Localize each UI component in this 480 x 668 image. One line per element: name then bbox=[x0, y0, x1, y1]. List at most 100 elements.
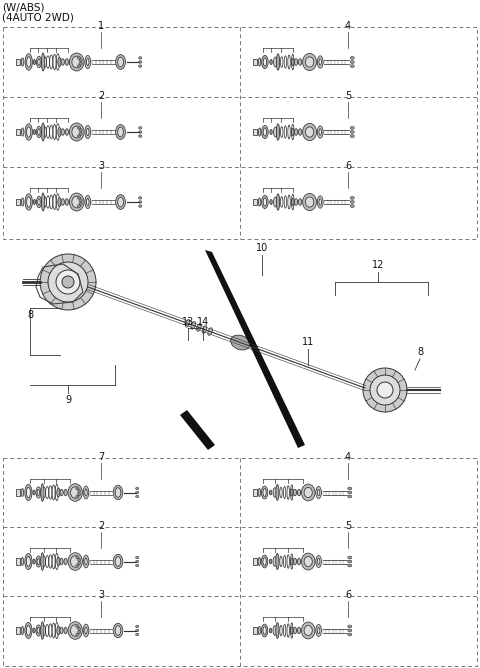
Ellipse shape bbox=[316, 486, 322, 498]
Ellipse shape bbox=[60, 627, 63, 634]
Ellipse shape bbox=[269, 490, 272, 495]
Ellipse shape bbox=[276, 484, 279, 500]
Ellipse shape bbox=[276, 54, 280, 70]
Circle shape bbox=[40, 254, 96, 310]
Ellipse shape bbox=[202, 326, 207, 333]
Ellipse shape bbox=[191, 321, 195, 329]
Ellipse shape bbox=[113, 623, 123, 638]
Ellipse shape bbox=[135, 625, 139, 628]
Polygon shape bbox=[180, 410, 215, 450]
Ellipse shape bbox=[301, 622, 315, 639]
Circle shape bbox=[79, 59, 82, 62]
Bar bbox=[16, 59, 20, 65]
Polygon shape bbox=[205, 250, 305, 448]
Ellipse shape bbox=[58, 128, 61, 136]
Ellipse shape bbox=[263, 558, 266, 566]
Ellipse shape bbox=[291, 198, 294, 206]
Ellipse shape bbox=[263, 488, 266, 496]
Ellipse shape bbox=[258, 558, 261, 566]
Circle shape bbox=[79, 132, 82, 136]
Ellipse shape bbox=[69, 123, 84, 141]
Ellipse shape bbox=[293, 489, 297, 496]
Ellipse shape bbox=[60, 558, 63, 564]
Ellipse shape bbox=[85, 196, 91, 208]
Circle shape bbox=[48, 262, 88, 302]
Circle shape bbox=[77, 204, 80, 208]
Ellipse shape bbox=[85, 627, 87, 634]
Bar bbox=[253, 129, 257, 136]
Circle shape bbox=[76, 625, 79, 628]
Ellipse shape bbox=[348, 564, 352, 567]
Text: 2: 2 bbox=[98, 91, 104, 101]
Ellipse shape bbox=[135, 556, 139, 558]
Ellipse shape bbox=[317, 489, 320, 496]
Ellipse shape bbox=[317, 56, 323, 68]
Text: 8: 8 bbox=[417, 347, 423, 357]
Ellipse shape bbox=[37, 627, 39, 634]
Ellipse shape bbox=[27, 127, 31, 138]
Circle shape bbox=[77, 196, 80, 199]
Ellipse shape bbox=[71, 625, 80, 636]
Circle shape bbox=[77, 627, 81, 631]
Circle shape bbox=[79, 202, 82, 205]
Ellipse shape bbox=[27, 196, 31, 207]
Ellipse shape bbox=[298, 558, 300, 564]
Text: 14: 14 bbox=[197, 317, 209, 327]
Ellipse shape bbox=[258, 627, 261, 635]
Ellipse shape bbox=[185, 319, 190, 327]
Ellipse shape bbox=[64, 489, 67, 496]
Ellipse shape bbox=[301, 484, 315, 501]
Ellipse shape bbox=[294, 198, 298, 205]
Ellipse shape bbox=[269, 559, 272, 564]
Ellipse shape bbox=[71, 487, 80, 498]
Ellipse shape bbox=[33, 628, 35, 633]
Ellipse shape bbox=[350, 130, 354, 134]
Ellipse shape bbox=[65, 129, 69, 136]
Ellipse shape bbox=[71, 556, 80, 567]
Ellipse shape bbox=[21, 488, 24, 496]
Ellipse shape bbox=[274, 57, 277, 67]
Ellipse shape bbox=[262, 55, 268, 69]
Text: 10: 10 bbox=[256, 243, 268, 253]
Ellipse shape bbox=[38, 59, 40, 65]
Circle shape bbox=[370, 375, 400, 405]
Ellipse shape bbox=[273, 626, 277, 635]
Ellipse shape bbox=[262, 555, 268, 568]
Ellipse shape bbox=[36, 56, 41, 67]
Ellipse shape bbox=[348, 560, 352, 563]
Ellipse shape bbox=[350, 200, 354, 204]
Ellipse shape bbox=[21, 58, 24, 66]
Ellipse shape bbox=[135, 560, 139, 562]
Bar bbox=[253, 627, 257, 634]
Ellipse shape bbox=[72, 126, 82, 138]
Ellipse shape bbox=[139, 201, 142, 203]
Ellipse shape bbox=[25, 554, 32, 570]
Ellipse shape bbox=[41, 123, 45, 141]
Text: 4: 4 bbox=[345, 21, 351, 31]
Ellipse shape bbox=[25, 623, 32, 639]
Ellipse shape bbox=[231, 335, 250, 350]
Ellipse shape bbox=[25, 194, 33, 210]
Ellipse shape bbox=[37, 489, 39, 496]
Ellipse shape bbox=[115, 488, 121, 497]
Ellipse shape bbox=[116, 55, 125, 69]
Ellipse shape bbox=[270, 59, 272, 64]
Ellipse shape bbox=[317, 627, 320, 634]
Ellipse shape bbox=[290, 627, 293, 634]
Circle shape bbox=[377, 382, 393, 398]
Bar bbox=[16, 129, 20, 136]
Ellipse shape bbox=[317, 126, 323, 138]
Ellipse shape bbox=[348, 556, 352, 559]
Ellipse shape bbox=[299, 198, 302, 205]
Ellipse shape bbox=[348, 495, 352, 498]
Ellipse shape bbox=[41, 484, 44, 501]
Ellipse shape bbox=[291, 128, 294, 136]
Ellipse shape bbox=[118, 197, 123, 207]
Ellipse shape bbox=[258, 488, 261, 496]
Circle shape bbox=[76, 633, 79, 637]
Ellipse shape bbox=[298, 627, 300, 634]
Ellipse shape bbox=[41, 193, 45, 211]
Ellipse shape bbox=[61, 59, 64, 65]
Ellipse shape bbox=[36, 625, 41, 636]
Ellipse shape bbox=[316, 625, 322, 637]
